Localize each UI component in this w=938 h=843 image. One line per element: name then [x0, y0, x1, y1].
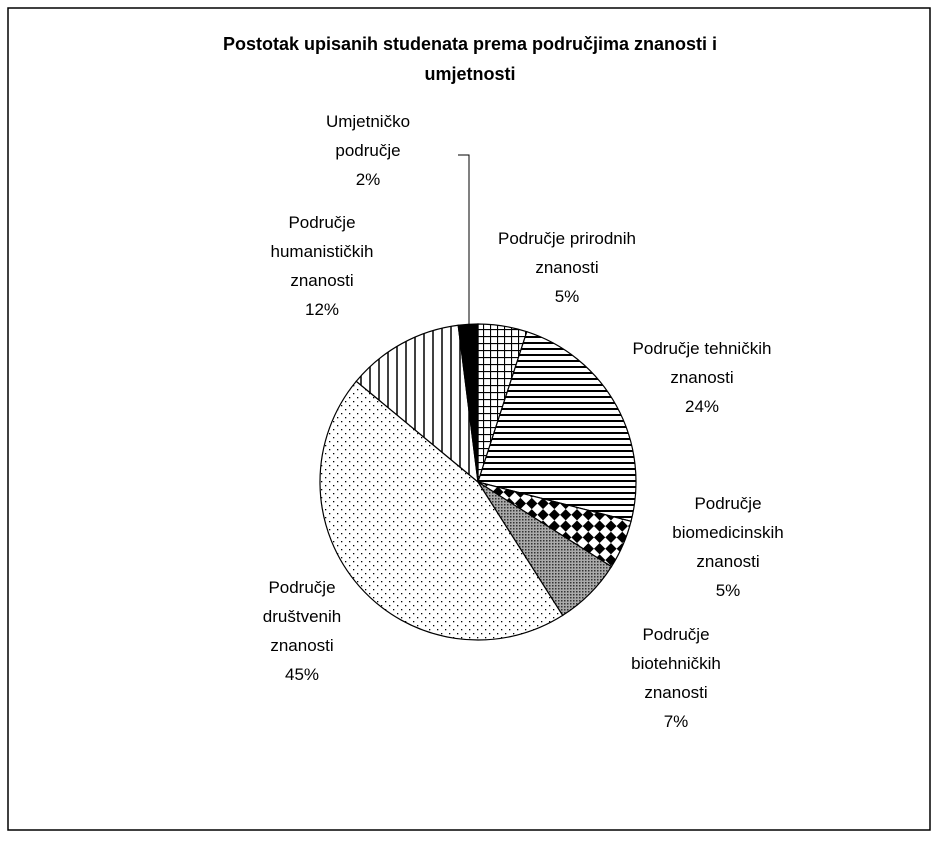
slice-value-label: 5% [555, 287, 580, 306]
slice-label: Područje biotehničkih znanosti [631, 625, 721, 702]
slice-label: Područje tehničkih znanosti [633, 339, 772, 387]
slice-value-label: 24% [685, 397, 719, 416]
leader-line [458, 154, 470, 325]
pie-slice [457, 323, 479, 483]
slice-value-label: 45% [285, 665, 319, 684]
pie-slice [477, 330, 637, 523]
slice-value-label: 2% [356, 170, 381, 189]
slice-label: Umjetničko područje [326, 112, 410, 160]
slice-label: Područje humanističkih znanosti [271, 213, 374, 290]
slice-value-label: 5% [716, 581, 741, 600]
pie-slice [355, 324, 479, 484]
slice-value-label: 7% [664, 712, 689, 731]
slice-label: Područje biomedicinskih znanosti [672, 494, 784, 571]
pie-slice [319, 380, 564, 641]
slice-label: Područje prirodnih znanosti [498, 229, 636, 277]
slice-value-label: 12% [305, 300, 339, 319]
chart-title: Postotak upisanih studenata prema područ… [223, 34, 717, 84]
slice-label: Područje društvenih znanosti [263, 578, 341, 655]
